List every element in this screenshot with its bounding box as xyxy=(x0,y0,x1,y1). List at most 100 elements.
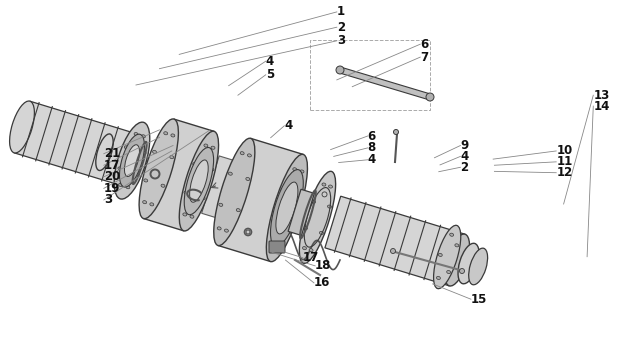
Ellipse shape xyxy=(391,249,396,254)
Ellipse shape xyxy=(276,182,298,234)
Text: 3: 3 xyxy=(104,193,112,206)
Ellipse shape xyxy=(458,243,479,284)
Text: 7: 7 xyxy=(420,51,428,64)
Ellipse shape xyxy=(320,232,323,235)
Ellipse shape xyxy=(300,170,304,173)
Ellipse shape xyxy=(277,245,281,248)
Ellipse shape xyxy=(118,167,122,170)
Ellipse shape xyxy=(311,200,316,203)
Polygon shape xyxy=(143,119,214,231)
FancyBboxPatch shape xyxy=(269,241,285,253)
Text: 14: 14 xyxy=(593,100,609,113)
Ellipse shape xyxy=(394,130,399,135)
Ellipse shape xyxy=(136,172,140,175)
Ellipse shape xyxy=(303,246,307,250)
Ellipse shape xyxy=(328,205,331,208)
Ellipse shape xyxy=(217,227,221,230)
Text: 12: 12 xyxy=(556,166,572,179)
Text: 5: 5 xyxy=(266,68,274,81)
Text: 4: 4 xyxy=(266,55,274,68)
Ellipse shape xyxy=(434,225,461,289)
Ellipse shape xyxy=(246,177,250,181)
Ellipse shape xyxy=(270,243,274,246)
Ellipse shape xyxy=(219,203,222,206)
Ellipse shape xyxy=(150,203,154,206)
Text: 2: 2 xyxy=(337,21,345,34)
Text: 21: 21 xyxy=(104,147,120,160)
Text: 1: 1 xyxy=(337,5,345,18)
Ellipse shape xyxy=(460,269,465,273)
Ellipse shape xyxy=(119,183,122,186)
Text: 4: 4 xyxy=(460,150,468,163)
Ellipse shape xyxy=(447,271,451,274)
Ellipse shape xyxy=(240,152,244,155)
Ellipse shape xyxy=(436,276,441,279)
Ellipse shape xyxy=(246,230,250,234)
Ellipse shape xyxy=(143,201,146,204)
Ellipse shape xyxy=(142,151,146,154)
Text: 6: 6 xyxy=(368,130,376,142)
Ellipse shape xyxy=(271,219,276,222)
Ellipse shape xyxy=(190,215,194,218)
Ellipse shape xyxy=(210,168,214,171)
Ellipse shape xyxy=(281,188,285,191)
Text: 20: 20 xyxy=(104,170,120,183)
Ellipse shape xyxy=(204,144,208,147)
Ellipse shape xyxy=(139,119,179,219)
Ellipse shape xyxy=(179,131,219,231)
Polygon shape xyxy=(201,156,239,219)
Ellipse shape xyxy=(114,122,150,199)
Ellipse shape xyxy=(126,186,130,189)
Text: 17: 17 xyxy=(303,251,319,264)
Ellipse shape xyxy=(289,225,293,228)
Ellipse shape xyxy=(184,191,188,194)
Text: 19: 19 xyxy=(104,182,120,195)
Text: 13: 13 xyxy=(593,89,609,102)
Ellipse shape xyxy=(298,193,302,197)
Ellipse shape xyxy=(329,185,332,188)
Polygon shape xyxy=(325,196,465,286)
Ellipse shape xyxy=(119,135,145,187)
Ellipse shape xyxy=(184,148,214,215)
Ellipse shape xyxy=(299,171,336,264)
Ellipse shape xyxy=(445,234,470,286)
Ellipse shape xyxy=(142,135,145,138)
Text: 4: 4 xyxy=(368,153,376,166)
Ellipse shape xyxy=(247,154,252,157)
Ellipse shape xyxy=(293,168,297,171)
Ellipse shape xyxy=(170,156,174,159)
Ellipse shape xyxy=(10,101,35,153)
Polygon shape xyxy=(339,67,431,100)
Ellipse shape xyxy=(236,209,240,212)
Text: 18: 18 xyxy=(315,259,331,272)
Ellipse shape xyxy=(134,133,138,136)
Ellipse shape xyxy=(229,172,232,175)
Ellipse shape xyxy=(214,138,255,245)
Text: 16: 16 xyxy=(314,276,330,289)
Text: 11: 11 xyxy=(556,155,572,168)
Text: 15: 15 xyxy=(471,293,487,306)
Ellipse shape xyxy=(201,197,205,200)
Ellipse shape xyxy=(455,244,459,247)
Text: 10: 10 xyxy=(556,144,572,157)
Ellipse shape xyxy=(193,163,197,166)
Ellipse shape xyxy=(438,253,442,256)
Ellipse shape xyxy=(271,170,303,246)
Text: 6: 6 xyxy=(420,38,428,51)
Ellipse shape xyxy=(322,192,327,197)
Ellipse shape xyxy=(211,146,215,149)
Ellipse shape xyxy=(309,249,313,252)
Ellipse shape xyxy=(171,134,175,137)
Ellipse shape xyxy=(224,229,229,232)
Ellipse shape xyxy=(468,248,488,285)
Ellipse shape xyxy=(161,184,165,187)
Ellipse shape xyxy=(144,179,148,182)
Ellipse shape xyxy=(426,93,434,101)
Ellipse shape xyxy=(183,213,187,216)
Polygon shape xyxy=(218,138,303,261)
Text: 8: 8 xyxy=(368,141,376,154)
Text: 17: 17 xyxy=(104,159,120,172)
Ellipse shape xyxy=(450,233,454,236)
Ellipse shape xyxy=(124,146,129,149)
Ellipse shape xyxy=(119,134,145,187)
